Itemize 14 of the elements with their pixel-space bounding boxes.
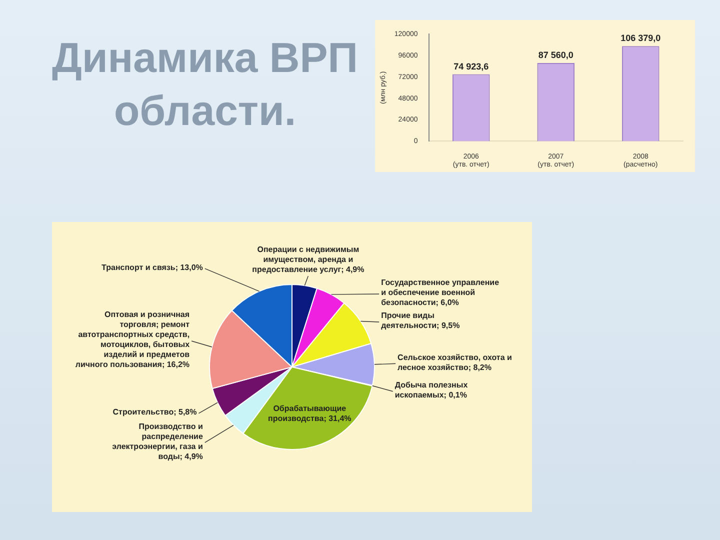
data-label: 74 923,6 [454,61,489,72]
slice-label: Строительство; 5,8% [112,407,197,416]
slice-label: Операции с недвижимым имуществом, аренда и предоставление услуг; 4,9% [252,245,364,274]
slice-label: Сельское хозяйство, охота и лесное хозяйство; 8,2% [398,352,512,372]
data-label: 87 560,0 [538,50,574,60]
slice-label: Прочие виды деятельности; 9,5% [381,311,460,330]
slice-label: Добыча полезных ископаемых; 0,1% [394,380,468,400]
data-label: 106 379,0 [620,33,661,44]
slice-label: Обрабатывающие производства; 31,4% [268,404,352,424]
slice-label: Оптовая и розничная торговля; ремонт автотранспортных средств, мотоциклов, бытовых изделий и предметов личного пользования; 16,2% [75,310,190,370]
slice-label: Производство и распределение электроэнергии, газа и воды; 4,9% [112,422,204,461]
slice-label: Транспорт и связь; 13,0% [102,262,203,272]
text: Динамика ВРП области. [51,33,359,136]
slice-label: Государственное управление и обеспечение военной безопасности; 6,0% [381,278,500,308]
